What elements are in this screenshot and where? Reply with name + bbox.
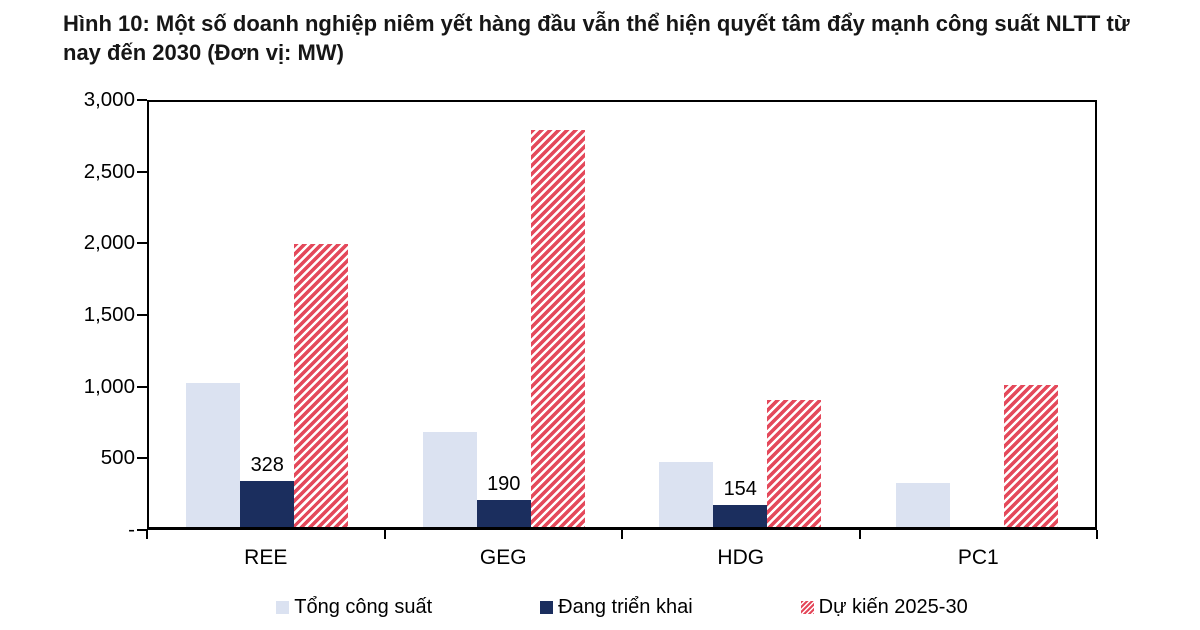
y-tick-mark (137, 170, 147, 173)
x-tick-mark (621, 530, 623, 539)
y-tick-label: 2,000 (83, 231, 135, 255)
legend-item: Đang triển khai (540, 596, 693, 619)
x-category-label-geg: GEG (479, 546, 527, 569)
figure-title: Hình 10: Một số doanh nghiệp niêm yết hà… (63, 11, 1130, 65)
bar-group-hdg: 154 (622, 102, 859, 527)
y-axis-tick-marks (137, 99, 147, 531)
solid-navy-legend-swatch (540, 601, 554, 614)
x-tick-mark (858, 530, 861, 539)
legend-item: Dự kiến 2025-30 (800, 596, 968, 619)
y-tick-mark (137, 99, 147, 101)
y-tick-label: 500 (100, 446, 135, 470)
plot-area: 328 190 154 (147, 100, 1097, 530)
x-category-label-ree: REE (244, 546, 288, 569)
x-tick-mark (1096, 530, 1098, 539)
bar-solid-navy-hdg: 154 (713, 478, 768, 527)
chart-legend: Tổng công suất Đang triển khai Dự kiến 202… (147, 596, 1097, 619)
y-tick-label: 2,500 (83, 159, 135, 183)
bar-solid-light-geg (422, 432, 477, 527)
bar-group-ree: 328 (149, 102, 386, 527)
x-tick-mark (146, 530, 148, 539)
y-tick-label: - (128, 518, 135, 541)
y-axis-tick-labels: 3,000 2,500 2,000 1,500 1,000 500 - (7, 88, 135, 541)
y-tick-mark (137, 457, 147, 460)
bar-hatch-red-hdg (767, 399, 822, 527)
x-tick-mark (383, 530, 386, 539)
bar-hatch-red-pc1 (1003, 385, 1058, 527)
bar-group-pc1 (859, 102, 1096, 527)
y-tick-label: 1,500 (83, 303, 135, 326)
bar-groups: 328 190 154 (149, 102, 1095, 527)
legend-item: Tổng công suất (276, 596, 432, 619)
y-tick-mark (137, 314, 147, 316)
x-axis-labels: REE GEG HDG PC1 (147, 546, 1097, 570)
bar-solid-light-pc1 (895, 483, 950, 527)
bar-hatch-red-ree (294, 243, 349, 527)
x-category-label-pc1: PC1 (957, 546, 999, 569)
bar-solid-light-ree (186, 382, 241, 527)
solid-light-legend-swatch (276, 601, 290, 614)
legend-label: Tổng công suất (294, 596, 433, 618)
y-tick-mark (137, 385, 147, 388)
bar-value-label: 190 (487, 473, 521, 496)
bar-solid-light-hdg (659, 461, 714, 527)
legend-label: Dự kiến 2025-30 (818, 596, 968, 618)
y-tick-label: 3,000 (83, 88, 135, 111)
bar-hatch-red-geg (530, 130, 585, 527)
x-category-label-hdg: HDG (717, 546, 765, 569)
y-tick-mark (137, 242, 147, 245)
legend-label: Đang triển khai (558, 596, 693, 618)
bar-solid-navy-ree: 328 (240, 454, 295, 527)
y-tick-mark (137, 529, 147, 531)
bar-value-label: 328 (250, 453, 284, 476)
bar-group-geg: 190 (386, 102, 623, 527)
bar-solid-navy-geg: 190 (476, 473, 531, 527)
bar-value-label: 154 (723, 478, 757, 501)
x-axis-tick-marks (146, 530, 1098, 539)
y-tick-label: 1,000 (83, 374, 135, 398)
hatch-red-legend-swatch (800, 601, 814, 614)
